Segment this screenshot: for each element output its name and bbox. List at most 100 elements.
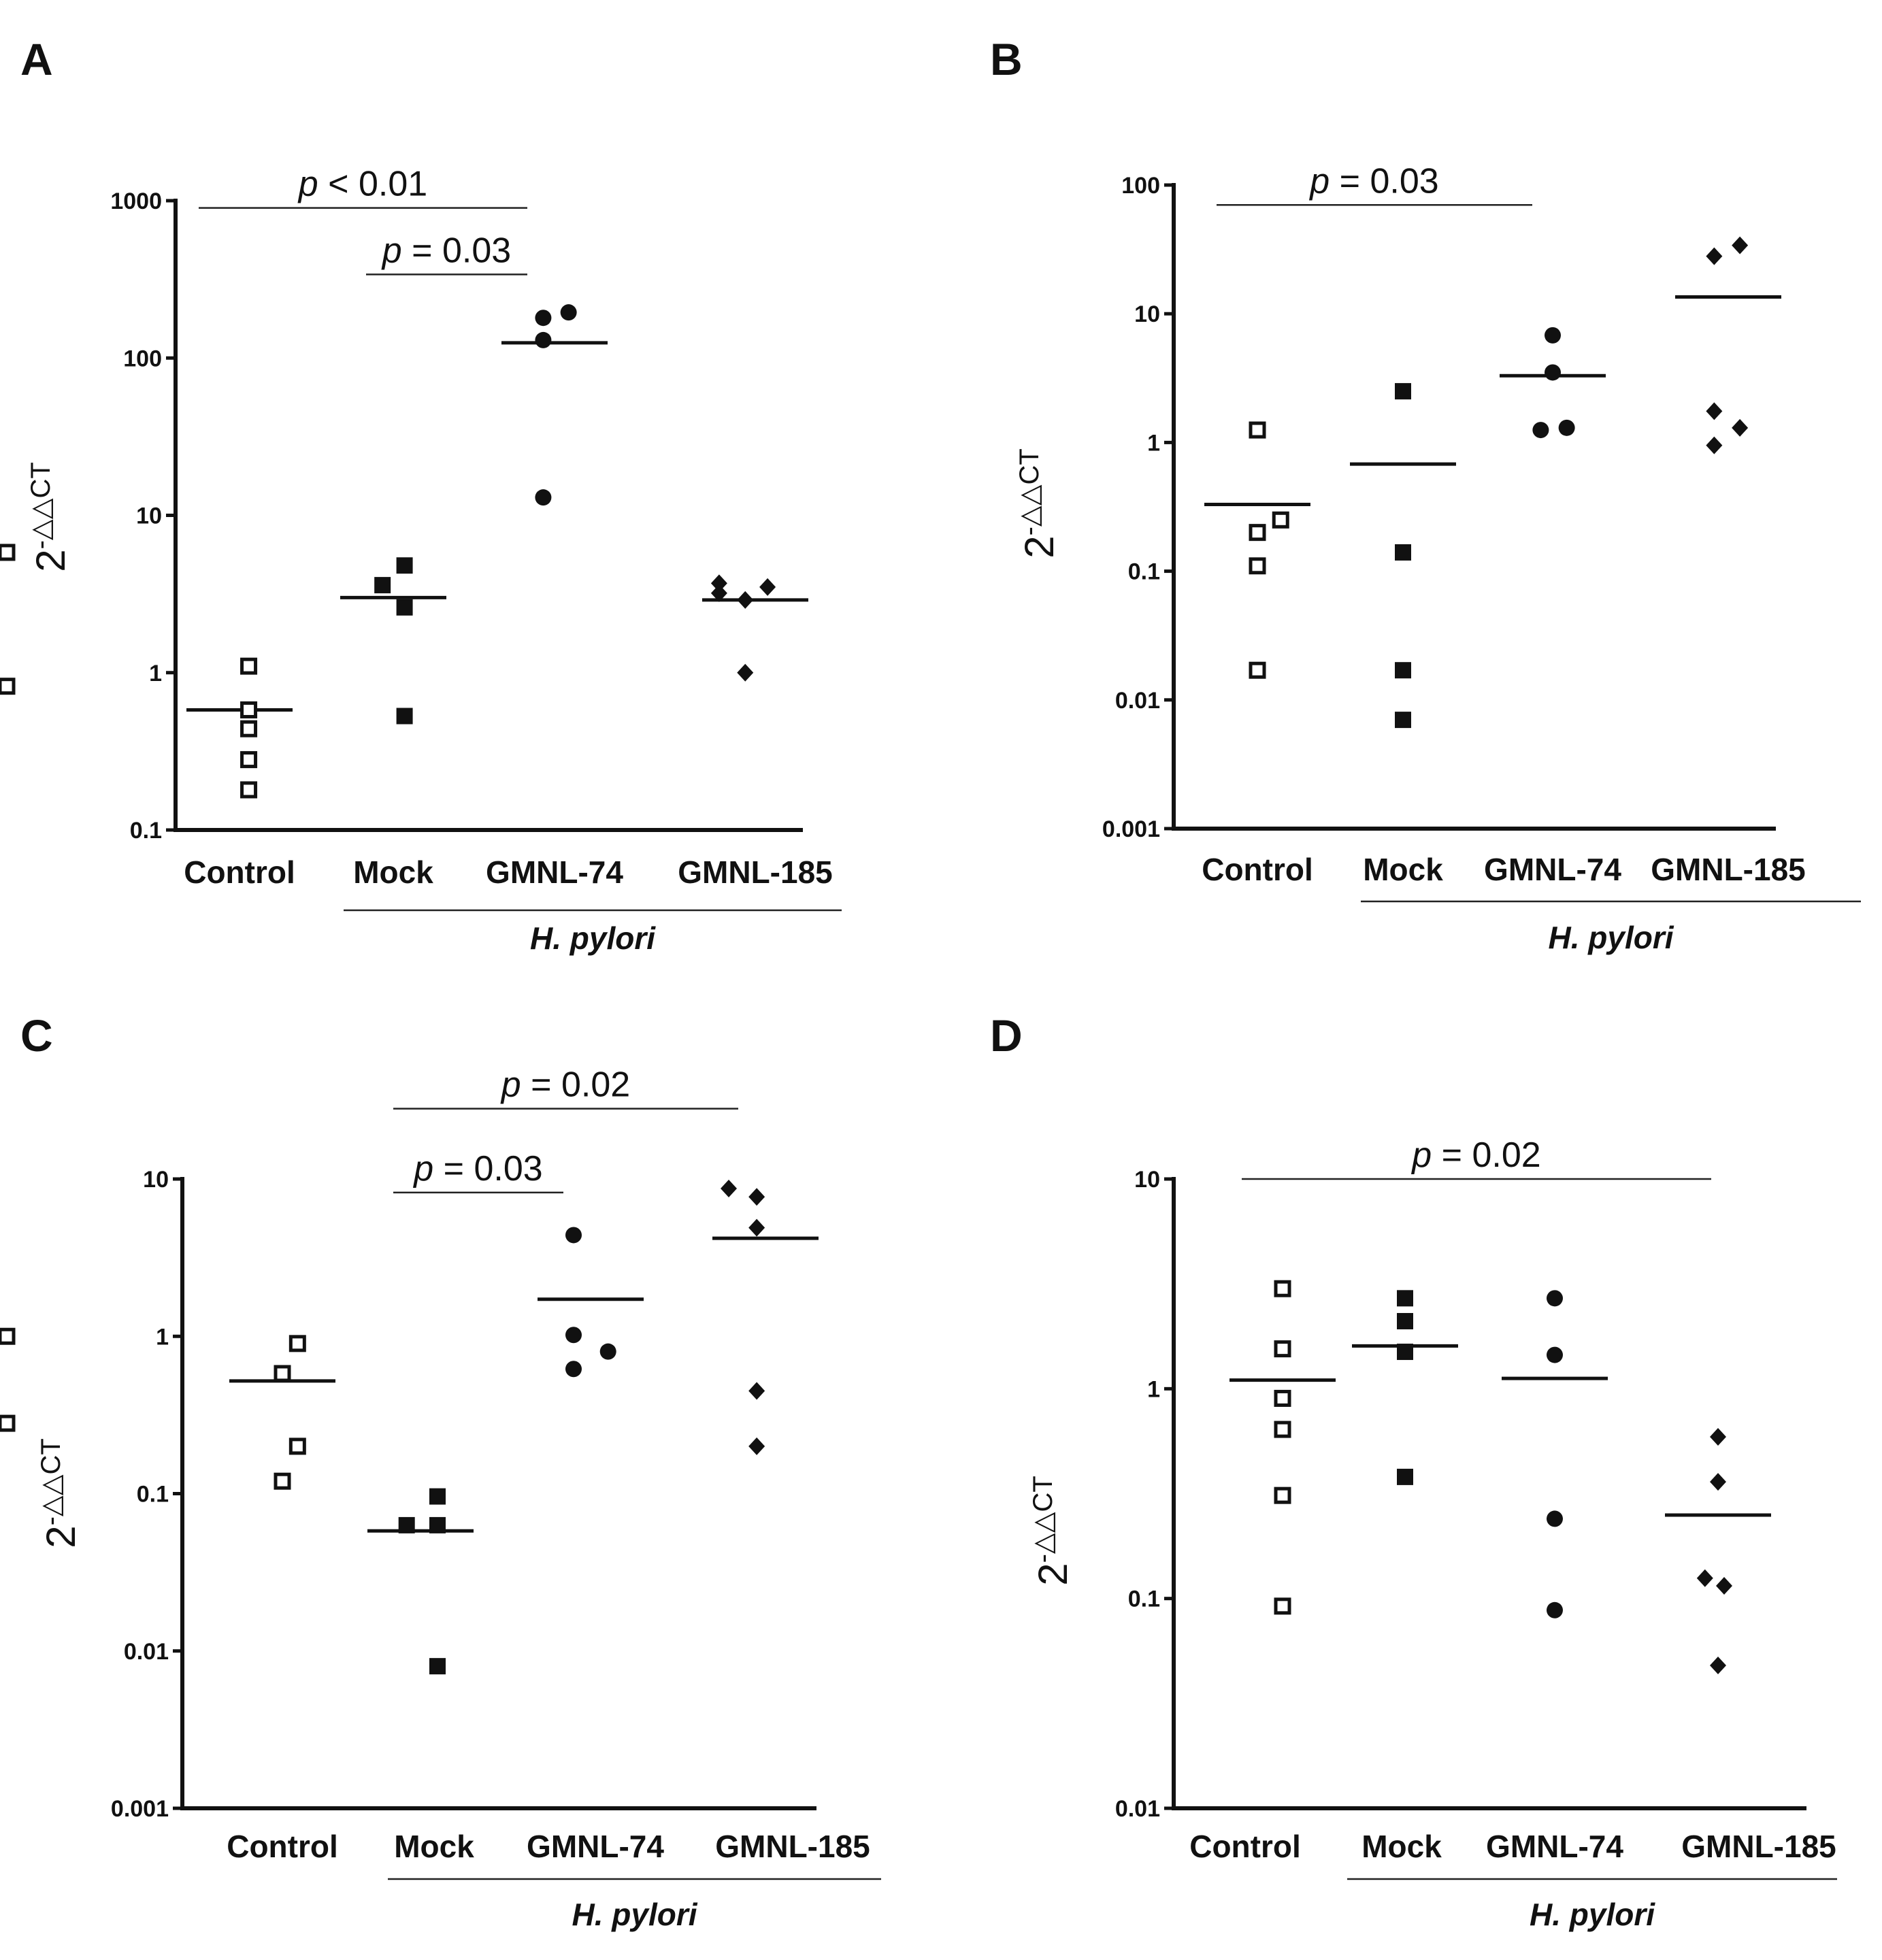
- x-category-label: Control: [1202, 852, 1313, 887]
- data-point-filled-circle: [1547, 1510, 1563, 1527]
- data-point-filled-diamond: [1732, 418, 1749, 437]
- panel-d: D 0.01 0.1 1 10 2-△△CT Control Mock GMNL-74 GMNL…: [990, 1010, 1837, 1932]
- data-point-filled-circle: [599, 1343, 616, 1360]
- data-point-filled-circle: [565, 1361, 582, 1378]
- data-point-filled-square: [429, 1488, 446, 1505]
- p-value-text: = 0.03: [402, 231, 511, 270]
- x-category-label: GMNL-74: [527, 1829, 664, 1864]
- y-axis-label-exponent: -△△CT: [1014, 448, 1044, 535]
- data-point-filled-circle: [1547, 1290, 1563, 1307]
- x-category-label: Mock: [394, 1829, 474, 1864]
- data-point-filled-diamond: [748, 1382, 765, 1400]
- group-label: H. pylori: [530, 920, 656, 956]
- y-tick-label: 10: [136, 503, 162, 529]
- data-point-filled-square: [396, 557, 413, 574]
- y-tick-label: 10: [143, 1167, 169, 1193]
- x-category-label: Control: [227, 1829, 338, 1864]
- x-category-label: Mock: [1363, 852, 1443, 887]
- data-point-filled-circle: [1547, 1346, 1563, 1363]
- data-point-filled-square: [396, 708, 413, 725]
- data-point-open-square: [1249, 557, 1266, 575]
- data-point-filled-square: [1395, 662, 1411, 679]
- data-point-filled-diamond: [737, 591, 754, 609]
- data-point-open-square: [1274, 1280, 1291, 1297]
- data-point-filled-diamond: [748, 1437, 765, 1455]
- data-point-filled-circle: [1558, 419, 1575, 436]
- y-tick-label: 10: [1134, 1167, 1160, 1193]
- x-category-label: GMNL-74: [1484, 852, 1621, 887]
- y-tick-label: 0.1: [1128, 559, 1160, 585]
- y-axis-label-base: 2: [1017, 535, 1062, 558]
- data-point-open-square: [1249, 661, 1266, 679]
- y-axis-label: 2-△△CT: [26, 462, 73, 572]
- panel-a: A 0.1 1 10 100 1000 2-△△CT Control Mock GMNL-74 G…: [0, 34, 842, 956]
- p-value-text: = 0.02: [1432, 1135, 1540, 1175]
- y-tick-label: 0.01: [1115, 688, 1160, 714]
- x-category-label: Control: [184, 854, 295, 890]
- y-tick-label: 1: [149, 661, 162, 686]
- p-value-label: p = 0.03: [381, 231, 511, 270]
- data-point-filled-diamond: [748, 1188, 765, 1206]
- p-value-text: = 0.03: [1330, 161, 1438, 201]
- y-tick-label: 0.001: [1102, 816, 1160, 842]
- data-point-open-square: [274, 1472, 291, 1490]
- data-point-open-square: [240, 657, 258, 675]
- data-point-filled-square: [1397, 1312, 1413, 1329]
- x-category-label: GMNL-185: [678, 854, 832, 890]
- p-value-label: p = 0.03: [1308, 161, 1438, 201]
- data-point-filled-square: [1395, 712, 1411, 729]
- data-point-filled-diamond: [1710, 1656, 1726, 1674]
- p-value-label: p = 0.02: [1410, 1135, 1540, 1175]
- data-point-filled-circle: [535, 489, 552, 506]
- panel-label: C: [20, 1010, 53, 1061]
- data-point-filled-square: [1397, 1290, 1413, 1307]
- data-point-filled-diamond: [1716, 1576, 1732, 1595]
- y-tick-label: 1: [156, 1324, 169, 1350]
- y-tick-label: 1000: [110, 188, 162, 214]
- x-category-label: GMNL-185: [715, 1829, 870, 1864]
- data-point-open-square: [240, 751, 258, 769]
- y-tick-label: 0.001: [111, 1796, 169, 1822]
- data-point-filled-square: [1397, 1344, 1413, 1361]
- y-axis-label: 2-△△CT: [1028, 1476, 1076, 1586]
- y-tick-label: 0.1: [1128, 1587, 1160, 1612]
- p-symbol: p: [412, 1149, 433, 1189]
- data-point-filled-square: [1395, 544, 1411, 561]
- data-point-filled-circle: [560, 304, 577, 321]
- data-point-open-square: [1249, 524, 1266, 542]
- data-point-filled-square: [396, 599, 413, 616]
- data-point-filled-diamond: [1706, 247, 1723, 265]
- data-point-open-square: [240, 781, 258, 799]
- data-point-filled-circle: [1532, 422, 1549, 439]
- plot-area: 0.1 1 10 100 1000 2-△△CT Control Mock GMNL-74 GMN…: [0, 165, 842, 956]
- panel-label: D: [990, 1010, 1023, 1061]
- x-category-label: Control: [1189, 1829, 1301, 1864]
- y-axis-label-exponent: -△△CT: [1028, 1476, 1058, 1563]
- y-tick-label: 0.01: [124, 1639, 169, 1665]
- y-axis-label: 2-△△CT: [36, 1438, 84, 1548]
- data-point-open-square: [1274, 1389, 1291, 1407]
- data-point-filled-diamond: [1706, 436, 1723, 454]
- data-point-filled-diamond: [759, 578, 776, 596]
- data-point-filled-circle: [565, 1227, 582, 1244]
- data-point-filled-diamond: [1696, 1569, 1713, 1587]
- group-label: H. pylori: [572, 1897, 697, 1932]
- p-value-text: < 0.01: [318, 165, 427, 204]
- y-tick-label: 100: [1121, 173, 1160, 199]
- data-point-open-square: [0, 1327, 16, 1345]
- data-point-filled-diamond: [721, 1179, 738, 1197]
- data-point-filled-circle: [565, 1327, 582, 1344]
- y-axis-label-exponent: -△△CT: [26, 462, 56, 549]
- data-point-open-square: [288, 1335, 306, 1352]
- data-point-filled-diamond: [1710, 1473, 1726, 1491]
- data-point-filled-circle: [535, 331, 552, 348]
- plot-area: 0.001 0.01 0.1 1 10 2-△△CT Control Mock GMNL-74 G…: [0, 1065, 881, 1932]
- data-point-open-square: [1274, 1597, 1291, 1615]
- x-category-label: Mock: [353, 854, 433, 890]
- plot-area: 0.01 0.1 1 10 2-△△CT Control Mock GMNL-74 GMNL-1…: [1028, 1135, 1837, 1932]
- x-category-label: GMNL-74: [1486, 1829, 1623, 1864]
- p-symbol: p: [1410, 1135, 1432, 1175]
- data-point-filled-circle: [1545, 364, 1561, 381]
- data-point-filled-square: [1397, 1468, 1413, 1485]
